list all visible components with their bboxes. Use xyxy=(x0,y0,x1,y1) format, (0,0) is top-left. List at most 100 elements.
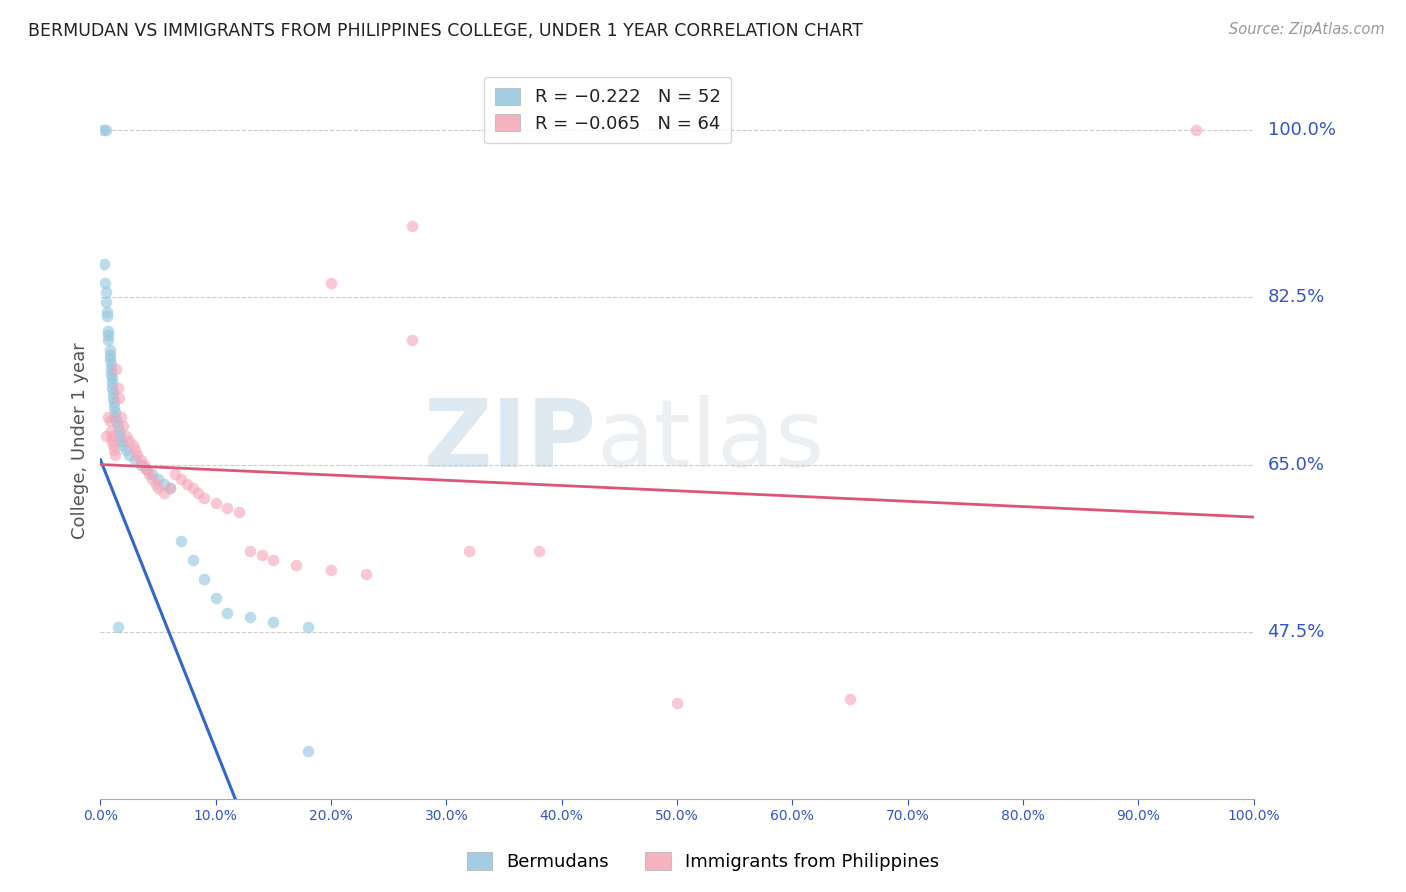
Point xyxy=(101,429,124,443)
Point xyxy=(103,395,125,409)
Point xyxy=(101,371,124,385)
Point xyxy=(94,295,117,310)
Point xyxy=(152,486,174,500)
Point xyxy=(112,419,135,434)
Point xyxy=(354,567,377,582)
Point xyxy=(181,553,204,567)
Text: Source: ZipAtlas.com: Source: ZipAtlas.com xyxy=(1229,22,1385,37)
Point xyxy=(839,691,862,706)
Legend: Bermudans, Immigrants from Philippines: Bermudans, Immigrants from Philippines xyxy=(460,846,946,879)
Point xyxy=(297,620,319,634)
Point xyxy=(124,443,146,458)
Point xyxy=(159,482,181,496)
Point xyxy=(105,362,128,376)
Point xyxy=(101,381,124,395)
Point xyxy=(138,467,160,481)
Point xyxy=(129,458,152,472)
Point xyxy=(170,533,193,548)
Point xyxy=(228,505,250,519)
Point xyxy=(187,486,209,500)
Point xyxy=(98,415,121,429)
Text: ZIP: ZIP xyxy=(423,394,596,487)
Point xyxy=(250,549,273,563)
Point xyxy=(97,409,120,424)
Y-axis label: College, Under 1 year: College, Under 1 year xyxy=(72,343,89,539)
Point xyxy=(94,285,117,300)
Point xyxy=(97,324,120,338)
Text: BERMUDAN VS IMMIGRANTS FROM PHILIPPINES COLLEGE, UNDER 1 YEAR CORRELATION CHART: BERMUDAN VS IMMIGRANTS FROM PHILIPPINES … xyxy=(28,22,863,40)
Point xyxy=(135,462,157,476)
Text: 82.5%: 82.5% xyxy=(1268,288,1324,306)
Point xyxy=(101,391,124,405)
Point xyxy=(107,424,129,438)
Point xyxy=(107,381,129,395)
Point xyxy=(107,391,129,405)
Point xyxy=(98,343,121,357)
Point xyxy=(285,558,308,572)
Point xyxy=(458,543,481,558)
Point xyxy=(204,591,226,606)
Point xyxy=(107,620,129,634)
Text: atlas: atlas xyxy=(596,394,824,487)
Point xyxy=(401,333,423,347)
Point xyxy=(94,276,117,290)
Point xyxy=(100,362,122,376)
Point xyxy=(401,219,423,233)
Point xyxy=(110,409,132,424)
Point xyxy=(101,438,124,452)
Point xyxy=(94,429,117,443)
Point xyxy=(114,443,136,458)
Point xyxy=(118,434,141,448)
Point xyxy=(1185,123,1208,137)
Point xyxy=(94,123,117,137)
Point xyxy=(165,467,187,481)
Point xyxy=(127,448,149,462)
Point xyxy=(193,491,215,505)
Point xyxy=(104,409,127,424)
Point xyxy=(145,476,167,491)
Text: 100.0%: 100.0% xyxy=(1268,121,1336,139)
Point xyxy=(297,744,319,758)
Point xyxy=(101,434,124,448)
Point xyxy=(152,476,174,491)
Point xyxy=(319,563,342,577)
Point xyxy=(135,462,157,476)
Point xyxy=(98,352,121,367)
Point xyxy=(176,476,198,491)
Point xyxy=(97,333,120,347)
Point xyxy=(93,257,115,271)
Point xyxy=(121,438,143,452)
Point xyxy=(239,610,262,624)
Point xyxy=(103,400,125,414)
Point xyxy=(104,405,127,419)
Legend: R = −0.222   N = 52, R = −0.065   N = 64: R = −0.222 N = 52, R = −0.065 N = 64 xyxy=(484,77,731,144)
Point xyxy=(666,697,689,711)
Point xyxy=(107,419,129,434)
Point xyxy=(100,357,122,371)
Point xyxy=(97,328,120,343)
Point xyxy=(217,606,239,620)
Point xyxy=(103,443,125,458)
Point xyxy=(262,615,284,630)
Point xyxy=(181,482,204,496)
Point xyxy=(101,376,124,391)
Point xyxy=(96,310,118,324)
Point xyxy=(239,543,262,558)
Point xyxy=(91,123,114,137)
Point xyxy=(204,496,226,510)
Point xyxy=(146,472,169,486)
Point xyxy=(527,543,550,558)
Point xyxy=(110,434,132,448)
Point xyxy=(134,458,156,472)
Point xyxy=(108,429,131,443)
Text: 65.0%: 65.0% xyxy=(1268,456,1324,474)
Point xyxy=(217,500,239,515)
Point xyxy=(141,472,163,486)
Point xyxy=(100,424,122,438)
Point xyxy=(105,415,128,429)
Point xyxy=(262,553,284,567)
Point xyxy=(104,448,127,462)
Point xyxy=(112,438,135,452)
Point xyxy=(170,472,193,486)
Point xyxy=(100,367,122,381)
